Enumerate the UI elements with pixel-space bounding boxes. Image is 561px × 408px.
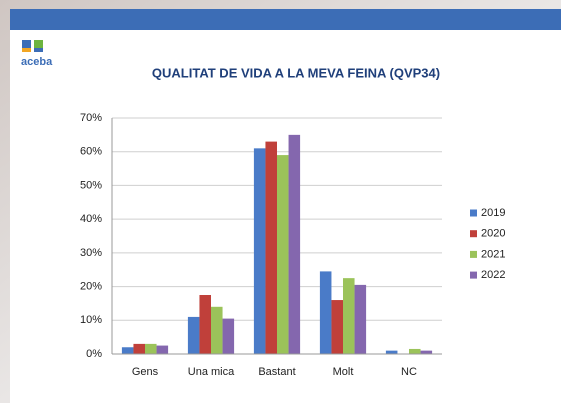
legend-swatch	[470, 272, 477, 279]
bar	[355, 285, 367, 354]
y-tick-label: 30%	[80, 247, 102, 259]
chart: aceba QUALITAT DE VIDA A LA MEVA FEINA (…	[0, 0, 561, 403]
y-tick-label: 50%	[80, 179, 102, 191]
bar	[386, 351, 398, 354]
y-tick-label: 10%	[80, 314, 102, 326]
bar	[265, 142, 277, 354]
bar	[277, 155, 289, 354]
bar	[343, 278, 355, 354]
x-tick-label: Molt	[333, 366, 354, 378]
legend-swatch	[470, 230, 477, 237]
y-tick-label: 70%	[80, 112, 102, 124]
bar	[331, 300, 343, 354]
page: {"logo": "aceba", "chart_data": {"type":…	[0, 0, 561, 403]
y-tick-label: 60%	[80, 146, 102, 158]
bar	[145, 344, 157, 354]
y-tick-label: 0%	[86, 348, 102, 360]
chart-title: QUALITAT DE VIDA A LA MEVA FEINA (QVP34)	[152, 65, 440, 80]
slide-header-bar	[10, 9, 561, 30]
legend-label: 2021	[481, 248, 505, 260]
legend-label: 2020	[481, 228, 505, 240]
bar	[223, 319, 235, 354]
legend-swatch	[470, 210, 477, 217]
bar	[211, 307, 223, 354]
bar	[289, 135, 301, 354]
logo-text: aceba	[21, 56, 53, 68]
x-tick-label: Una mica	[188, 366, 235, 378]
x-tick-label: NC	[401, 366, 417, 378]
x-tick-label: Gens	[132, 366, 159, 378]
bar	[122, 347, 134, 354]
bar	[421, 351, 433, 354]
legend-label: 2019	[481, 207, 505, 219]
bar	[188, 317, 200, 354]
y-tick-label: 40%	[80, 213, 102, 225]
legend-swatch	[470, 251, 477, 258]
y-tick-label: 20%	[80, 280, 102, 292]
x-tick-label: Bastant	[258, 366, 295, 378]
legend-label: 2022	[481, 269, 505, 281]
bar	[254, 148, 266, 354]
bar	[199, 295, 211, 354]
bar	[133, 344, 145, 354]
bar	[409, 349, 421, 354]
bar	[320, 271, 332, 354]
bar	[157, 346, 169, 354]
